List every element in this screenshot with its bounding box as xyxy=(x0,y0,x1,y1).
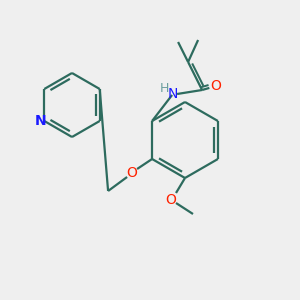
Text: O: O xyxy=(211,79,221,93)
Text: N: N xyxy=(34,114,46,128)
Text: H: H xyxy=(159,82,169,94)
Text: O: O xyxy=(127,166,137,180)
Text: O: O xyxy=(166,193,176,207)
Text: N: N xyxy=(168,87,178,101)
